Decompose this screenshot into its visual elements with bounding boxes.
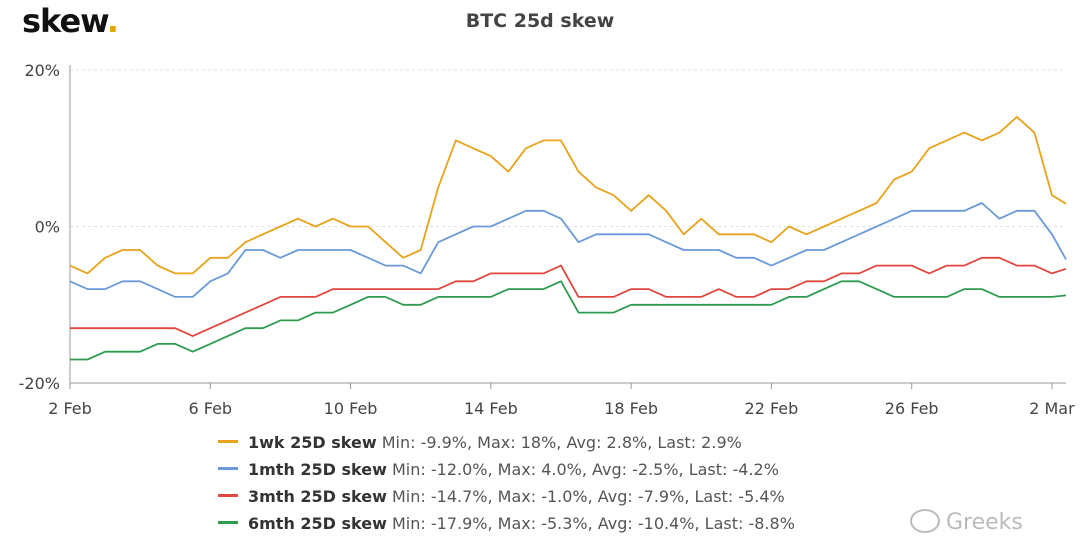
y-tick-label: 20% [24,61,60,80]
legend-swatch [218,440,238,443]
grid-lines [70,69,1066,384]
legend-series-name: 1wk 25D skew [248,433,377,452]
chart-title: BTC 25d skew [465,10,615,32]
x-tick-label: 26 Feb [885,399,939,418]
legend-series-name: 1mth 25D skew [248,460,387,479]
legend-series-stats: Min: -14.7%, Max: -1.0%, Avg: -7.9%, Las… [386,487,785,506]
x-tick-label: 10 Feb [324,399,378,418]
wechat-icon [910,509,940,533]
x-tick-label: 6 Feb [188,399,232,418]
series-line-3 [70,256,1067,338]
legend-series-stats: Min: -17.9%, Max: -5.3%, Avg: -10.4%, La… [386,514,795,533]
legend-series-stats: Min: -12.0%, Max: 4.0%, Avg: -2.5%, Last… [386,460,779,479]
legend-item[interactable]: 1mth 25D skew Min: -12.0%, Max: 4.0%, Av… [218,459,795,486]
legend-item[interactable]: 1wk 25D skew Min: -9.9%, Max: 18%, Avg: … [218,432,795,459]
legend-series-name: 3mth 25D skew [248,487,387,506]
x-tick-label: 2 Mar [1029,399,1075,418]
legend: 1wk 25D skew Min: -9.9%, Max: 18%, Avg: … [218,432,795,540]
x-tick-label: 2 Feb [48,399,92,418]
logo-text: skew [22,2,108,40]
x-tick-label: 18 Feb [604,399,658,418]
legend-swatch [218,494,238,497]
legend-series-stats: Min: -9.9%, Max: 18%, Avg: 2.8%, Last: 2… [376,433,742,452]
series-line-1 [69,116,1067,275]
logo-dot: . [106,2,119,40]
x-tick-label: 14 Feb [464,399,518,418]
legend-swatch [218,467,238,470]
skew-logo: skew. [22,2,119,40]
y-tick-label: 0% [35,218,60,237]
legend-item[interactable]: 3mth 25D skew Min: -14.7%, Max: -1.0%, A… [218,486,795,513]
series-line-4 [70,280,1067,361]
legend-swatch [218,521,238,524]
watermark-text: Greeks [946,510,1023,535]
series-line-2 [69,202,1067,298]
legend-series-name: 6mth 25D skew [248,514,387,533]
axes [69,65,1066,389]
series-lines [69,116,1067,361]
y-tick-label: -20% [19,374,60,393]
x-tick-label: 22 Feb [745,399,799,418]
legend-item[interactable]: 6mth 25D skew Min: -17.9%, Max: -5.3%, A… [218,513,795,540]
watermark: Greeks [910,509,1023,535]
tick-labels: 20% 0% -20% 2 Feb 6 Feb 10 Feb 14 Feb 18 Feb 22 … [19,61,1075,418]
